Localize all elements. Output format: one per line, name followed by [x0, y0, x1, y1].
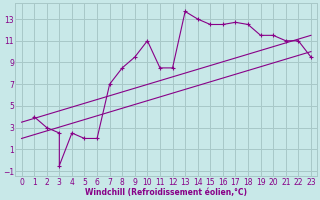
X-axis label: Windchill (Refroidissement éolien,°C): Windchill (Refroidissement éolien,°C): [85, 188, 247, 197]
